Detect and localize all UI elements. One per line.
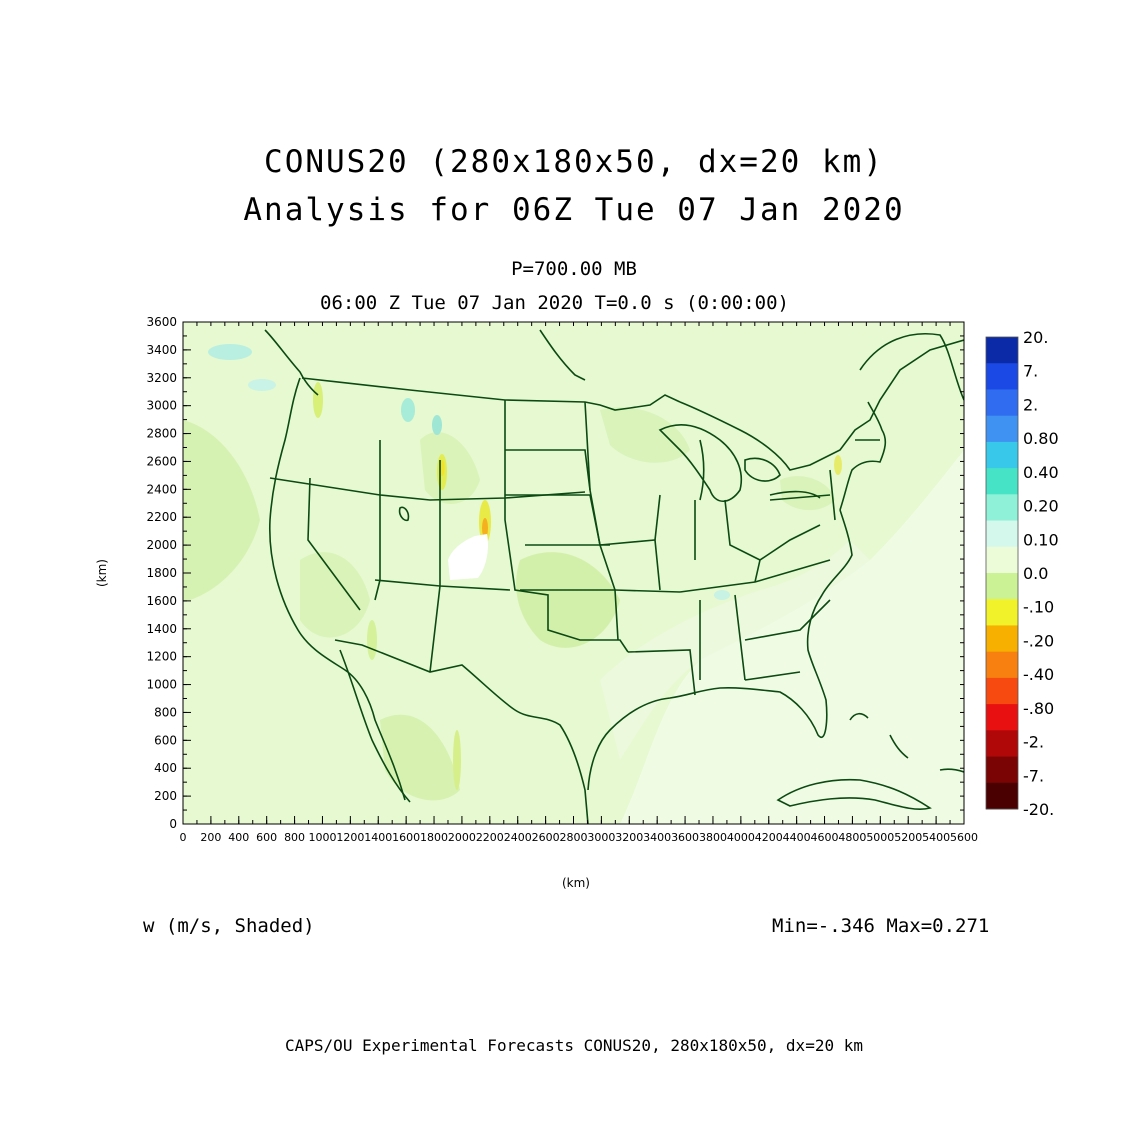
colorbar-label: -20. xyxy=(1023,800,1054,819)
x-tick-label: 2800 xyxy=(560,831,588,844)
x-tick-label: 4200 xyxy=(755,831,783,844)
x-tick-label: 3800 xyxy=(699,831,727,844)
y-tick-label: 2600 xyxy=(146,454,177,468)
colorbar-label: -.10 xyxy=(1023,598,1054,617)
colorbar-swatch xyxy=(986,677,1018,705)
colorbar-label: 0.40 xyxy=(1023,463,1059,482)
x-tick-label: 2600 xyxy=(532,831,560,844)
title-line-2: Analysis for 06Z Tue 07 Jan 2020 xyxy=(243,192,905,228)
x-tick-label: 1600 xyxy=(392,831,420,844)
x-tick-label: 5400 xyxy=(922,831,950,844)
colorbar-label: 0.80 xyxy=(1023,429,1059,448)
shaded-field xyxy=(183,322,964,824)
colorbar-swatch xyxy=(986,651,1018,679)
x-tick-label: 5600 xyxy=(950,831,978,844)
colorbar-label: 0.0 xyxy=(1023,564,1048,583)
map-outlines xyxy=(264,329,964,824)
x-tick-label: 600 xyxy=(256,831,277,844)
colorbar-label: 2. xyxy=(1023,395,1038,414)
y-tick-label: 400 xyxy=(154,761,177,775)
x-tick-label: 800 xyxy=(284,831,305,844)
colorbar-swatch xyxy=(986,494,1018,522)
credit-line: CAPS/OU Experimental Forecasts CONUS20, … xyxy=(285,1036,863,1055)
y-tick-label: 1400 xyxy=(146,622,177,636)
pressure-level: P=700.00 MB xyxy=(511,258,637,280)
colorbar-swatch xyxy=(986,625,1018,653)
y-axis-label: (km) xyxy=(95,559,109,587)
x-tick-label: 200 xyxy=(200,831,221,844)
x-tick-label: 1000 xyxy=(308,831,336,844)
colorbar-label: 0.10 xyxy=(1023,530,1059,549)
y-tick-label: 2400 xyxy=(146,482,177,496)
colorbar-swatch xyxy=(986,415,1018,443)
colorbar-swatch xyxy=(986,546,1018,574)
colorbar-label: 20. xyxy=(1023,328,1048,347)
min-max: Min=-.346 Max=0.271 xyxy=(772,915,990,937)
colorbar-swatch xyxy=(986,441,1018,469)
colorbar-swatch xyxy=(986,599,1018,626)
y-tick-label: 2200 xyxy=(146,510,177,524)
colorbar-label: 7. xyxy=(1023,362,1038,381)
y-axis-ticks: 0 200 400 600 800 1000 1200 1400 1600 1800 2000 220… xyxy=(146,315,964,831)
colorbar-label: -7. xyxy=(1023,766,1044,785)
x-tick-label: 0 xyxy=(180,831,187,844)
y-tick-label: 2000 xyxy=(146,538,177,552)
y-tick-label: 3000 xyxy=(146,399,177,413)
y-tick-label: 600 xyxy=(154,733,177,747)
title-line-1: CONUS20 (280x180x50, dx=20 km) xyxy=(264,144,884,180)
x-tick-label: 2200 xyxy=(476,831,504,844)
colorbar-swatch xyxy=(986,704,1018,731)
y-tick-label: 3200 xyxy=(146,371,177,385)
x-tick-label: 1800 xyxy=(420,831,448,844)
colorbar-label: -2. xyxy=(1023,733,1044,752)
x-tick-label: 4800 xyxy=(838,831,866,844)
colorbar-swatch xyxy=(986,389,1018,417)
x-tick-label: 3400 xyxy=(643,831,671,844)
x-tick-label: 1400 xyxy=(364,831,392,844)
y-tick-label: 3400 xyxy=(146,343,177,357)
y-tick-label: 1000 xyxy=(146,678,177,692)
colorbar-swatch xyxy=(986,730,1018,758)
x-tick-label: 5200 xyxy=(894,831,922,844)
x-tick-label: 2400 xyxy=(504,831,532,844)
x-tick-label: 5000 xyxy=(866,831,894,844)
x-tick-label: 1200 xyxy=(336,831,364,844)
y-tick-label: 1600 xyxy=(146,594,177,608)
colorbar-label: -.80 xyxy=(1023,699,1054,718)
x-axis-label: (km) xyxy=(562,876,590,890)
field-label: w (m/s, Shaded) xyxy=(143,915,315,937)
colorbar-swatch xyxy=(986,520,1018,548)
x-tick-label: 3200 xyxy=(615,831,643,844)
y-tick-label: 0 xyxy=(169,817,177,831)
colorbar-label: -.20 xyxy=(1023,631,1054,650)
colorbar: 20. 7. 2. 0.80 0.40 0.20 0.10 0.0 -.10 -.20 -.40 -.… xyxy=(985,328,1059,819)
x-tick-label: 3600 xyxy=(671,831,699,844)
valid-time: 06:00 Z Tue 07 Jan 2020 T=0.0 s (0:00:00… xyxy=(320,292,789,314)
x-tick-label: 4600 xyxy=(811,831,839,844)
colorbar-label: 0.20 xyxy=(1023,497,1059,516)
colorbar-swatch xyxy=(986,756,1018,784)
colorbar-swatch xyxy=(986,337,1018,364)
y-tick-label: 1800 xyxy=(146,566,177,580)
y-tick-label: 1200 xyxy=(146,650,177,664)
x-tick-label: 2000 xyxy=(448,831,476,844)
x-tick-label: 400 xyxy=(228,831,249,844)
colorbar-label: -.40 xyxy=(1023,665,1054,684)
y-tick-label: 800 xyxy=(154,705,177,719)
x-tick-label: 4000 xyxy=(727,831,755,844)
x-axis-ticks: 0 200 400 600 800 1000 1200 1400 1600 1800 2000 220… xyxy=(180,322,978,844)
colorbar-swatch xyxy=(986,363,1018,390)
colorbar-swatch xyxy=(986,468,1018,495)
y-tick-label: 200 xyxy=(154,789,177,803)
colorbar-frame xyxy=(985,336,1019,810)
colorbar-swatch xyxy=(986,573,1018,600)
colorbar-swatch xyxy=(986,782,1018,810)
y-tick-label: 3600 xyxy=(146,315,177,329)
x-tick-label: 4400 xyxy=(783,831,811,844)
y-tick-label: 2800 xyxy=(146,427,177,441)
x-tick-label: 3000 xyxy=(587,831,615,844)
